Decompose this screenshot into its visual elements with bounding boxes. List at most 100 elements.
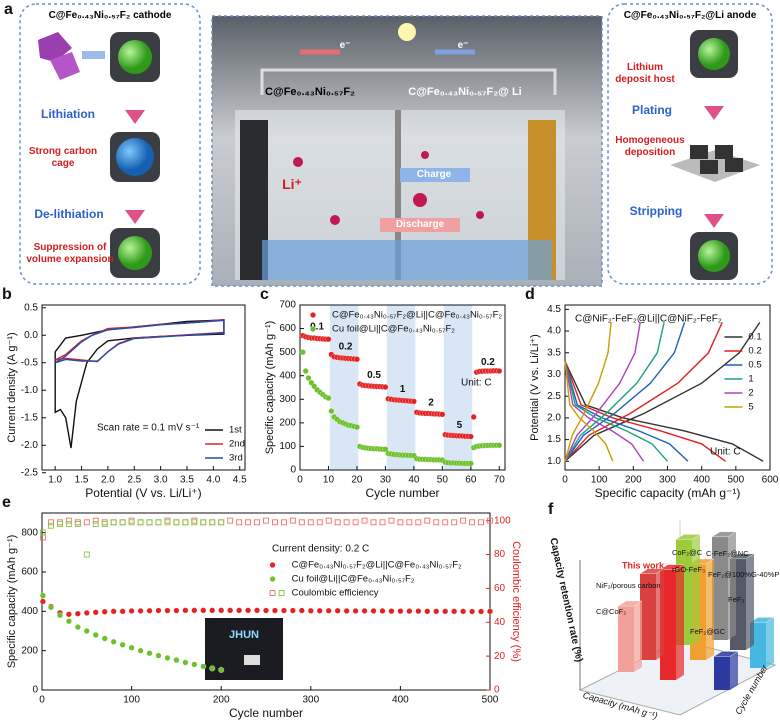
data-point: [164, 654, 171, 661]
x-tick-label: 10: [323, 475, 335, 486]
data-point: [155, 519, 162, 526]
data-point: [110, 519, 117, 526]
data-point: [39, 592, 46, 599]
data-point: [119, 519, 126, 526]
data-point: [74, 610, 81, 617]
bar-top: [675, 534, 701, 540]
plot-frame: [41, 304, 246, 471]
y-tick-label: -2.0: [21, 440, 39, 451]
y2-tick-label: 80: [494, 549, 506, 560]
discharge-label: Discharge: [395, 219, 445, 230]
data-point: [307, 519, 314, 526]
data-point: [173, 607, 180, 614]
data-point: [280, 607, 287, 614]
annotation: Scan rate = 0.1 mV s⁻¹: [97, 423, 200, 434]
x-tick-label: 300: [659, 475, 676, 486]
x-tick-label: 500: [727, 475, 744, 486]
data-point: [83, 628, 90, 634]
panel-label: a: [4, 1, 13, 18]
bar-top: [711, 531, 737, 537]
plot-frame: [299, 304, 506, 471]
x-axis-label: Cycle number: [229, 706, 303, 720]
data-point: [382, 384, 389, 390]
data-point: [56, 519, 63, 526]
y-tick-label: 0: [290, 465, 296, 476]
electrode-label: C@Fe₀.₄₃Ni₀.₅₇F₂@ Li: [408, 86, 522, 98]
data-point: [298, 607, 305, 614]
legend-label: 0.2: [748, 346, 761, 357]
bar-side: [676, 564, 684, 680]
bar-label: NiF₂/porous carbon: [596, 581, 661, 590]
step-label: Stripping: [629, 204, 683, 218]
y-tick-label: 4.5: [547, 304, 561, 315]
data-point: [182, 659, 189, 666]
y-tick-label: -0.5: [21, 357, 39, 368]
y-tick-label: 600: [21, 567, 38, 578]
data-point: [307, 607, 314, 614]
data-point: [209, 607, 216, 614]
data-point: [191, 517, 198, 524]
legend-label: 2: [748, 388, 753, 399]
state-label: Homogeneous deposition: [615, 135, 685, 158]
data-point: [39, 598, 46, 605]
data-point: [137, 647, 144, 654]
legend-label: 5: [748, 402, 753, 413]
data-point: [442, 608, 449, 615]
data-point: [487, 517, 493, 524]
x-tick-label: 60: [465, 475, 477, 486]
y-tick-label: 200: [21, 645, 38, 656]
data-point: [119, 641, 126, 648]
electron-label: e⁻: [339, 40, 351, 51]
step-label: Plating: [631, 103, 672, 117]
data-point: [65, 517, 72, 524]
anode-title: C@Fe₀.₄₃Ni₀.₅₇F₂@Li anode: [623, 10, 757, 21]
rate-label: 1: [400, 384, 406, 395]
y-tick-label: 400: [279, 370, 296, 381]
data-point: [467, 433, 474, 440]
data-point: [218, 519, 225, 526]
rate-label: 2: [428, 398, 434, 409]
legend-label: C@Fe₀.₄₃Ni₀.₅₇F₂@Li||C@Fe₀.₄₃Ni₀.₅₇F₂: [332, 310, 502, 321]
state-label: Lithium deposit host: [615, 62, 675, 85]
data-point: [155, 519, 162, 526]
y-axis-label: Potential (V vs. Li/Li⁺): [529, 334, 541, 441]
data-point: [343, 607, 350, 614]
bar-front: [712, 536, 728, 640]
data-point: [305, 375, 312, 382]
annotation: Current density: 0.2 C: [272, 544, 369, 555]
rate-label: 0.5: [367, 370, 381, 381]
data-point: [272, 519, 278, 526]
data-point: [137, 519, 144, 526]
data-point: [343, 519, 350, 526]
data-point: [92, 517, 99, 524]
data-point: [65, 618, 72, 625]
data-point: [191, 607, 198, 614]
x-tick-label: 200: [625, 475, 642, 486]
x-tick-label: 1.5: [75, 475, 89, 486]
data-line: [564, 322, 727, 462]
data-point: [325, 607, 332, 614]
bar-label: This work: [622, 560, 665, 570]
rate-label: 0.2: [481, 357, 495, 368]
data-point: [200, 519, 207, 526]
data-point: [146, 519, 153, 526]
y-tick-label: 500: [279, 347, 296, 358]
data-point: [316, 607, 323, 614]
electrode-label: C@Fe₀.₄₃Ni₀.₅₇F₂: [265, 86, 355, 98]
data-point: [254, 607, 260, 614]
data-point: [236, 519, 243, 526]
y-tick-label: 1.0: [547, 456, 561, 467]
data-point: [272, 607, 278, 614]
data-point: [209, 519, 216, 526]
data-point: [74, 624, 81, 631]
data-point: [406, 519, 413, 526]
data-point: [388, 608, 395, 615]
x-tick-label: 0: [39, 695, 45, 706]
y-tick-label: 3.0: [547, 369, 561, 380]
cell-illustration: [235, 23, 565, 280]
data-point: [379, 519, 386, 526]
data-point: [469, 519, 476, 526]
bar-label: FeF₂@GC: [690, 627, 726, 636]
state-label: Strong carbon cage: [28, 146, 98, 169]
x-tick-label: 100: [591, 475, 608, 486]
